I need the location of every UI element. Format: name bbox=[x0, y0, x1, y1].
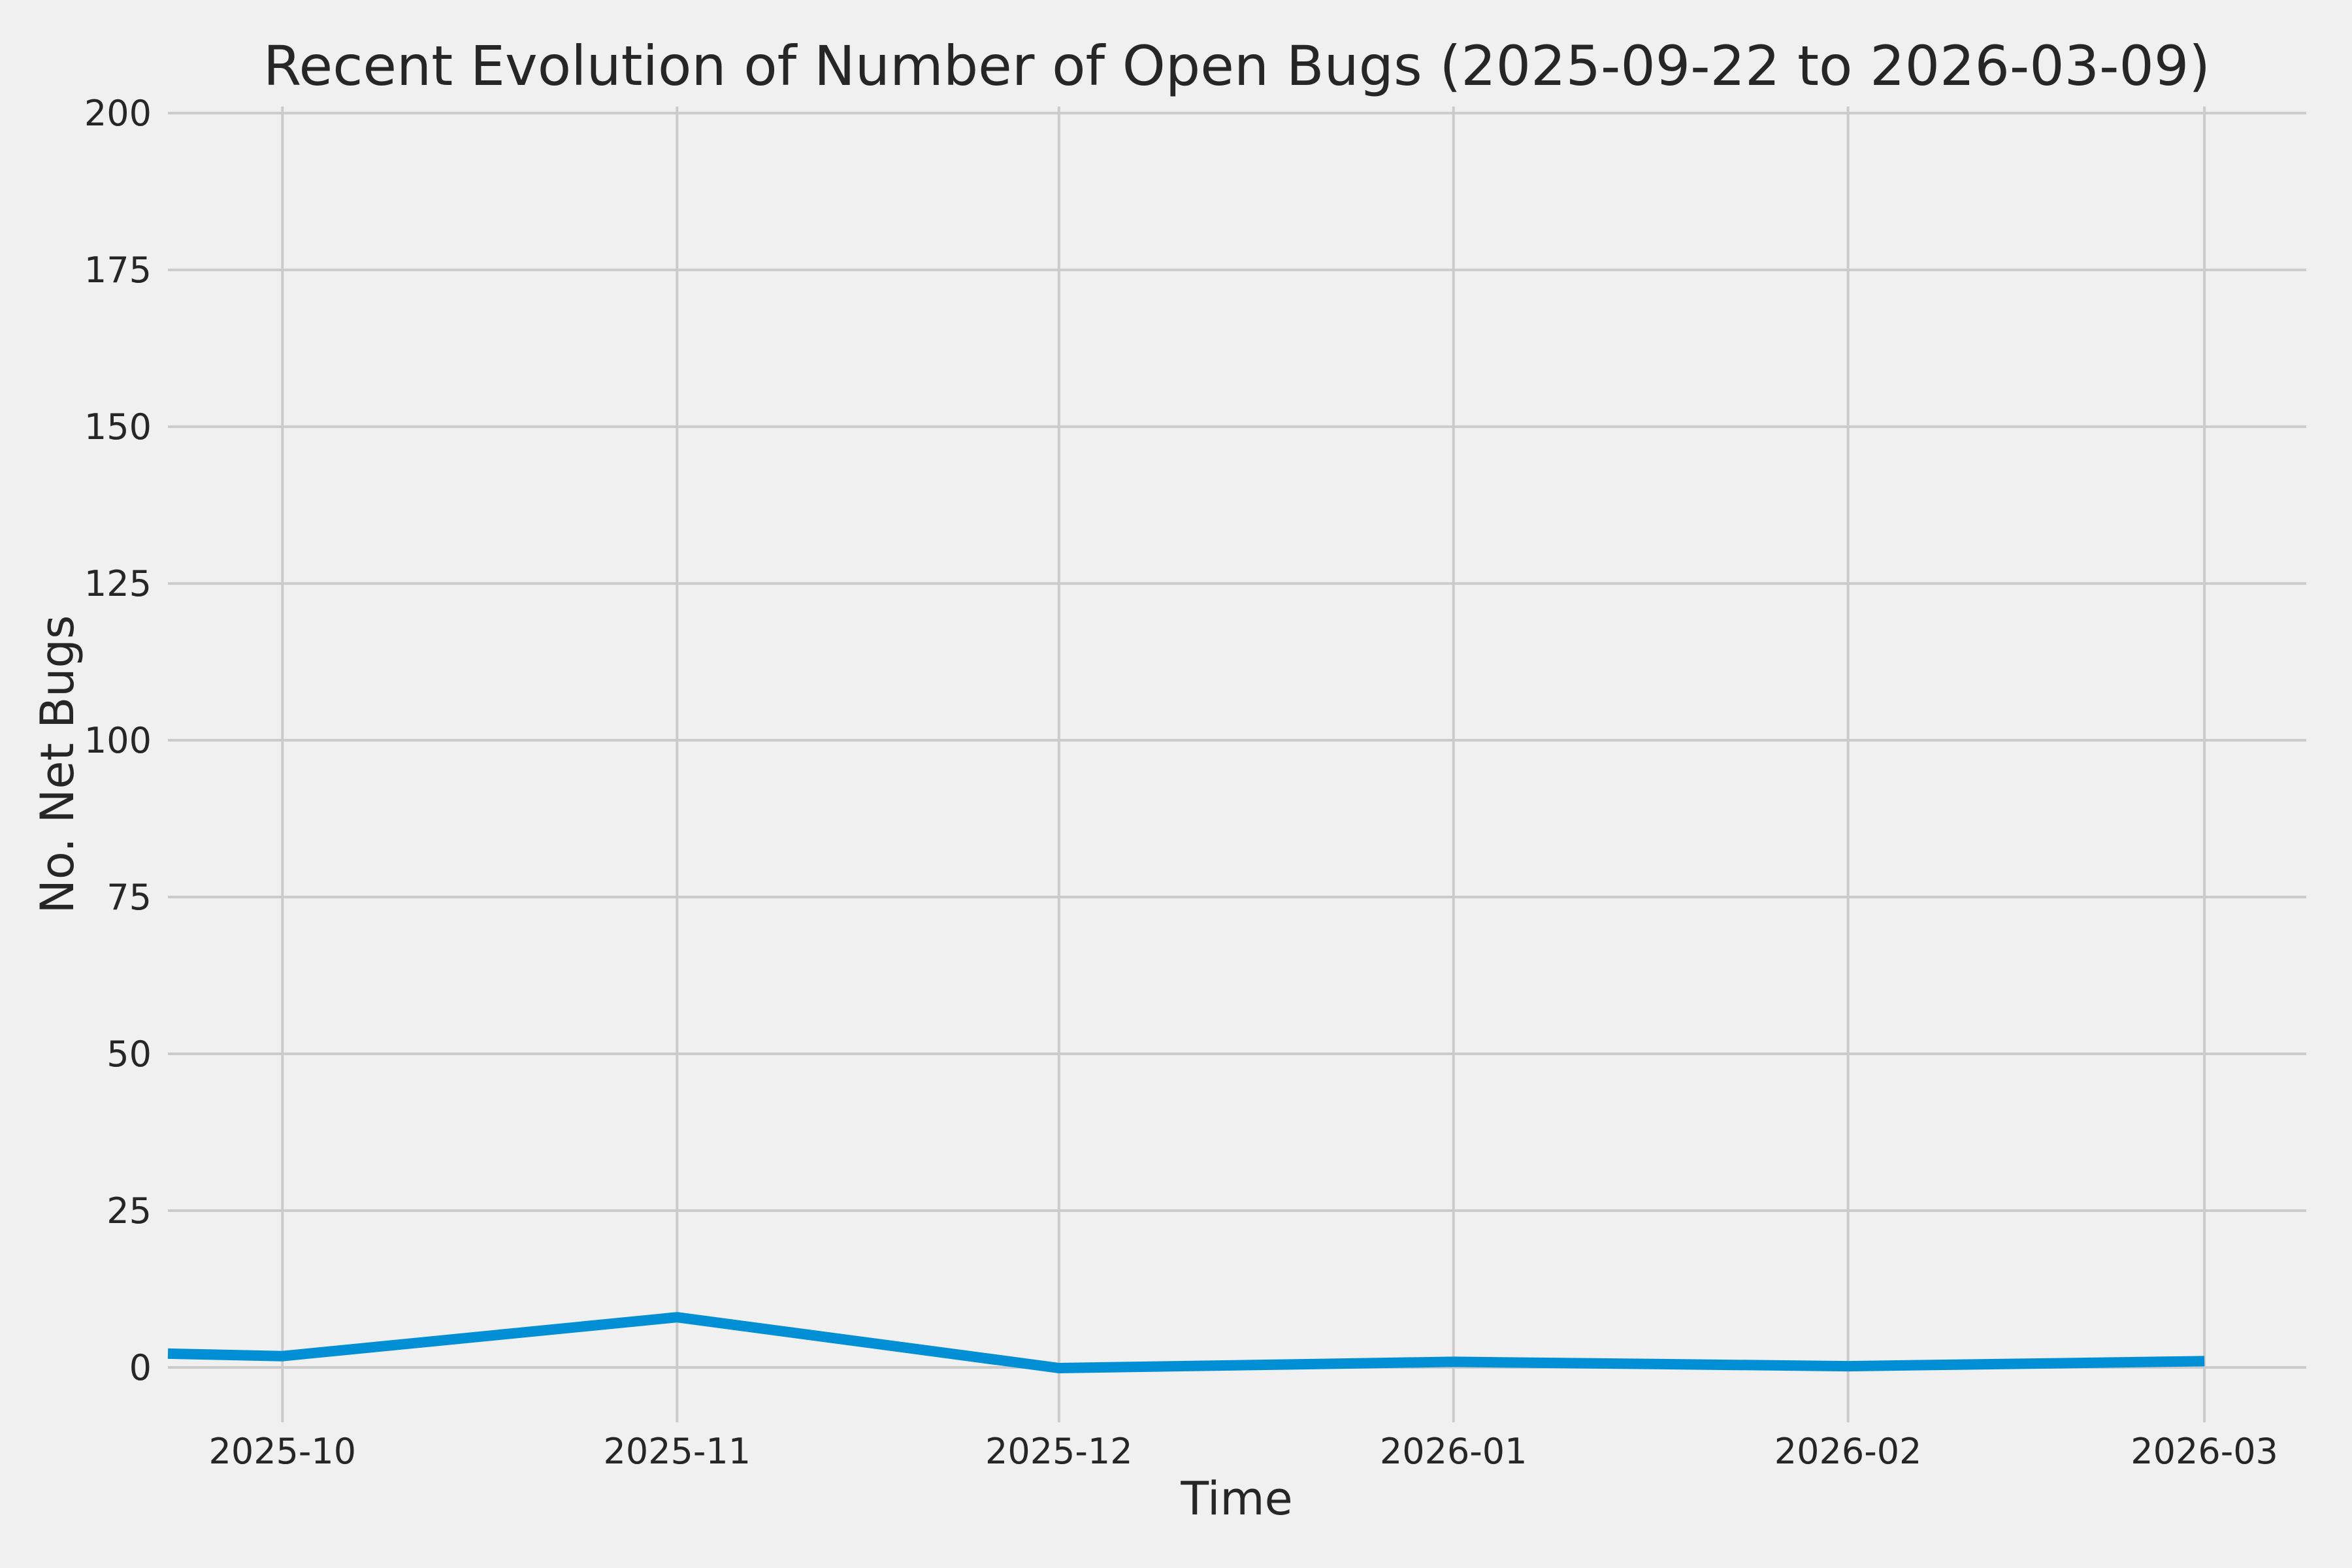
chart-title: Recent Evolution of Number of Open Bugs … bbox=[263, 34, 2210, 98]
x-tick-label-2026-01: 2026-01 bbox=[1380, 1431, 1527, 1472]
y-tick-label-100: 100 bbox=[84, 720, 152, 761]
y-tick-label-50: 50 bbox=[106, 1034, 152, 1075]
x-tick-label-2026-03: 2026-03 bbox=[2131, 1431, 2278, 1472]
y-tick-label-0: 0 bbox=[129, 1347, 152, 1388]
x-tick-labels: 2025-10 2025-11 2025-12 2026-01 2026-02 2026-… bbox=[208, 1431, 2278, 1472]
x-tick-label-2025-12: 2025-12 bbox=[985, 1431, 1133, 1472]
open-bugs-line bbox=[167, 1312, 2205, 1373]
y-tick-label-75: 75 bbox=[106, 877, 152, 918]
x-axis-label: Time bbox=[1180, 1472, 1292, 1526]
x-tick-label-2025-11: 2025-11 bbox=[603, 1431, 751, 1472]
line-series bbox=[167, 1312, 2205, 1373]
y-tick-label-175: 175 bbox=[84, 250, 152, 291]
y-tick-labels: 0 25 50 75 100 125 150 175 200 bbox=[84, 93, 152, 1388]
y-tick-label-125: 125 bbox=[84, 563, 152, 604]
x-tick-label-2026-02: 2026-02 bbox=[1774, 1431, 1922, 1472]
y-tick-label-25: 25 bbox=[106, 1190, 152, 1232]
y-tick-label-200: 200 bbox=[84, 93, 152, 134]
y-axis-label: No. Net Bugs bbox=[31, 615, 84, 914]
x-tick-label-2025-10: 2025-10 bbox=[208, 1431, 356, 1472]
gridlines bbox=[168, 106, 2306, 1422]
y-tick-label-150: 150 bbox=[84, 406, 152, 448]
